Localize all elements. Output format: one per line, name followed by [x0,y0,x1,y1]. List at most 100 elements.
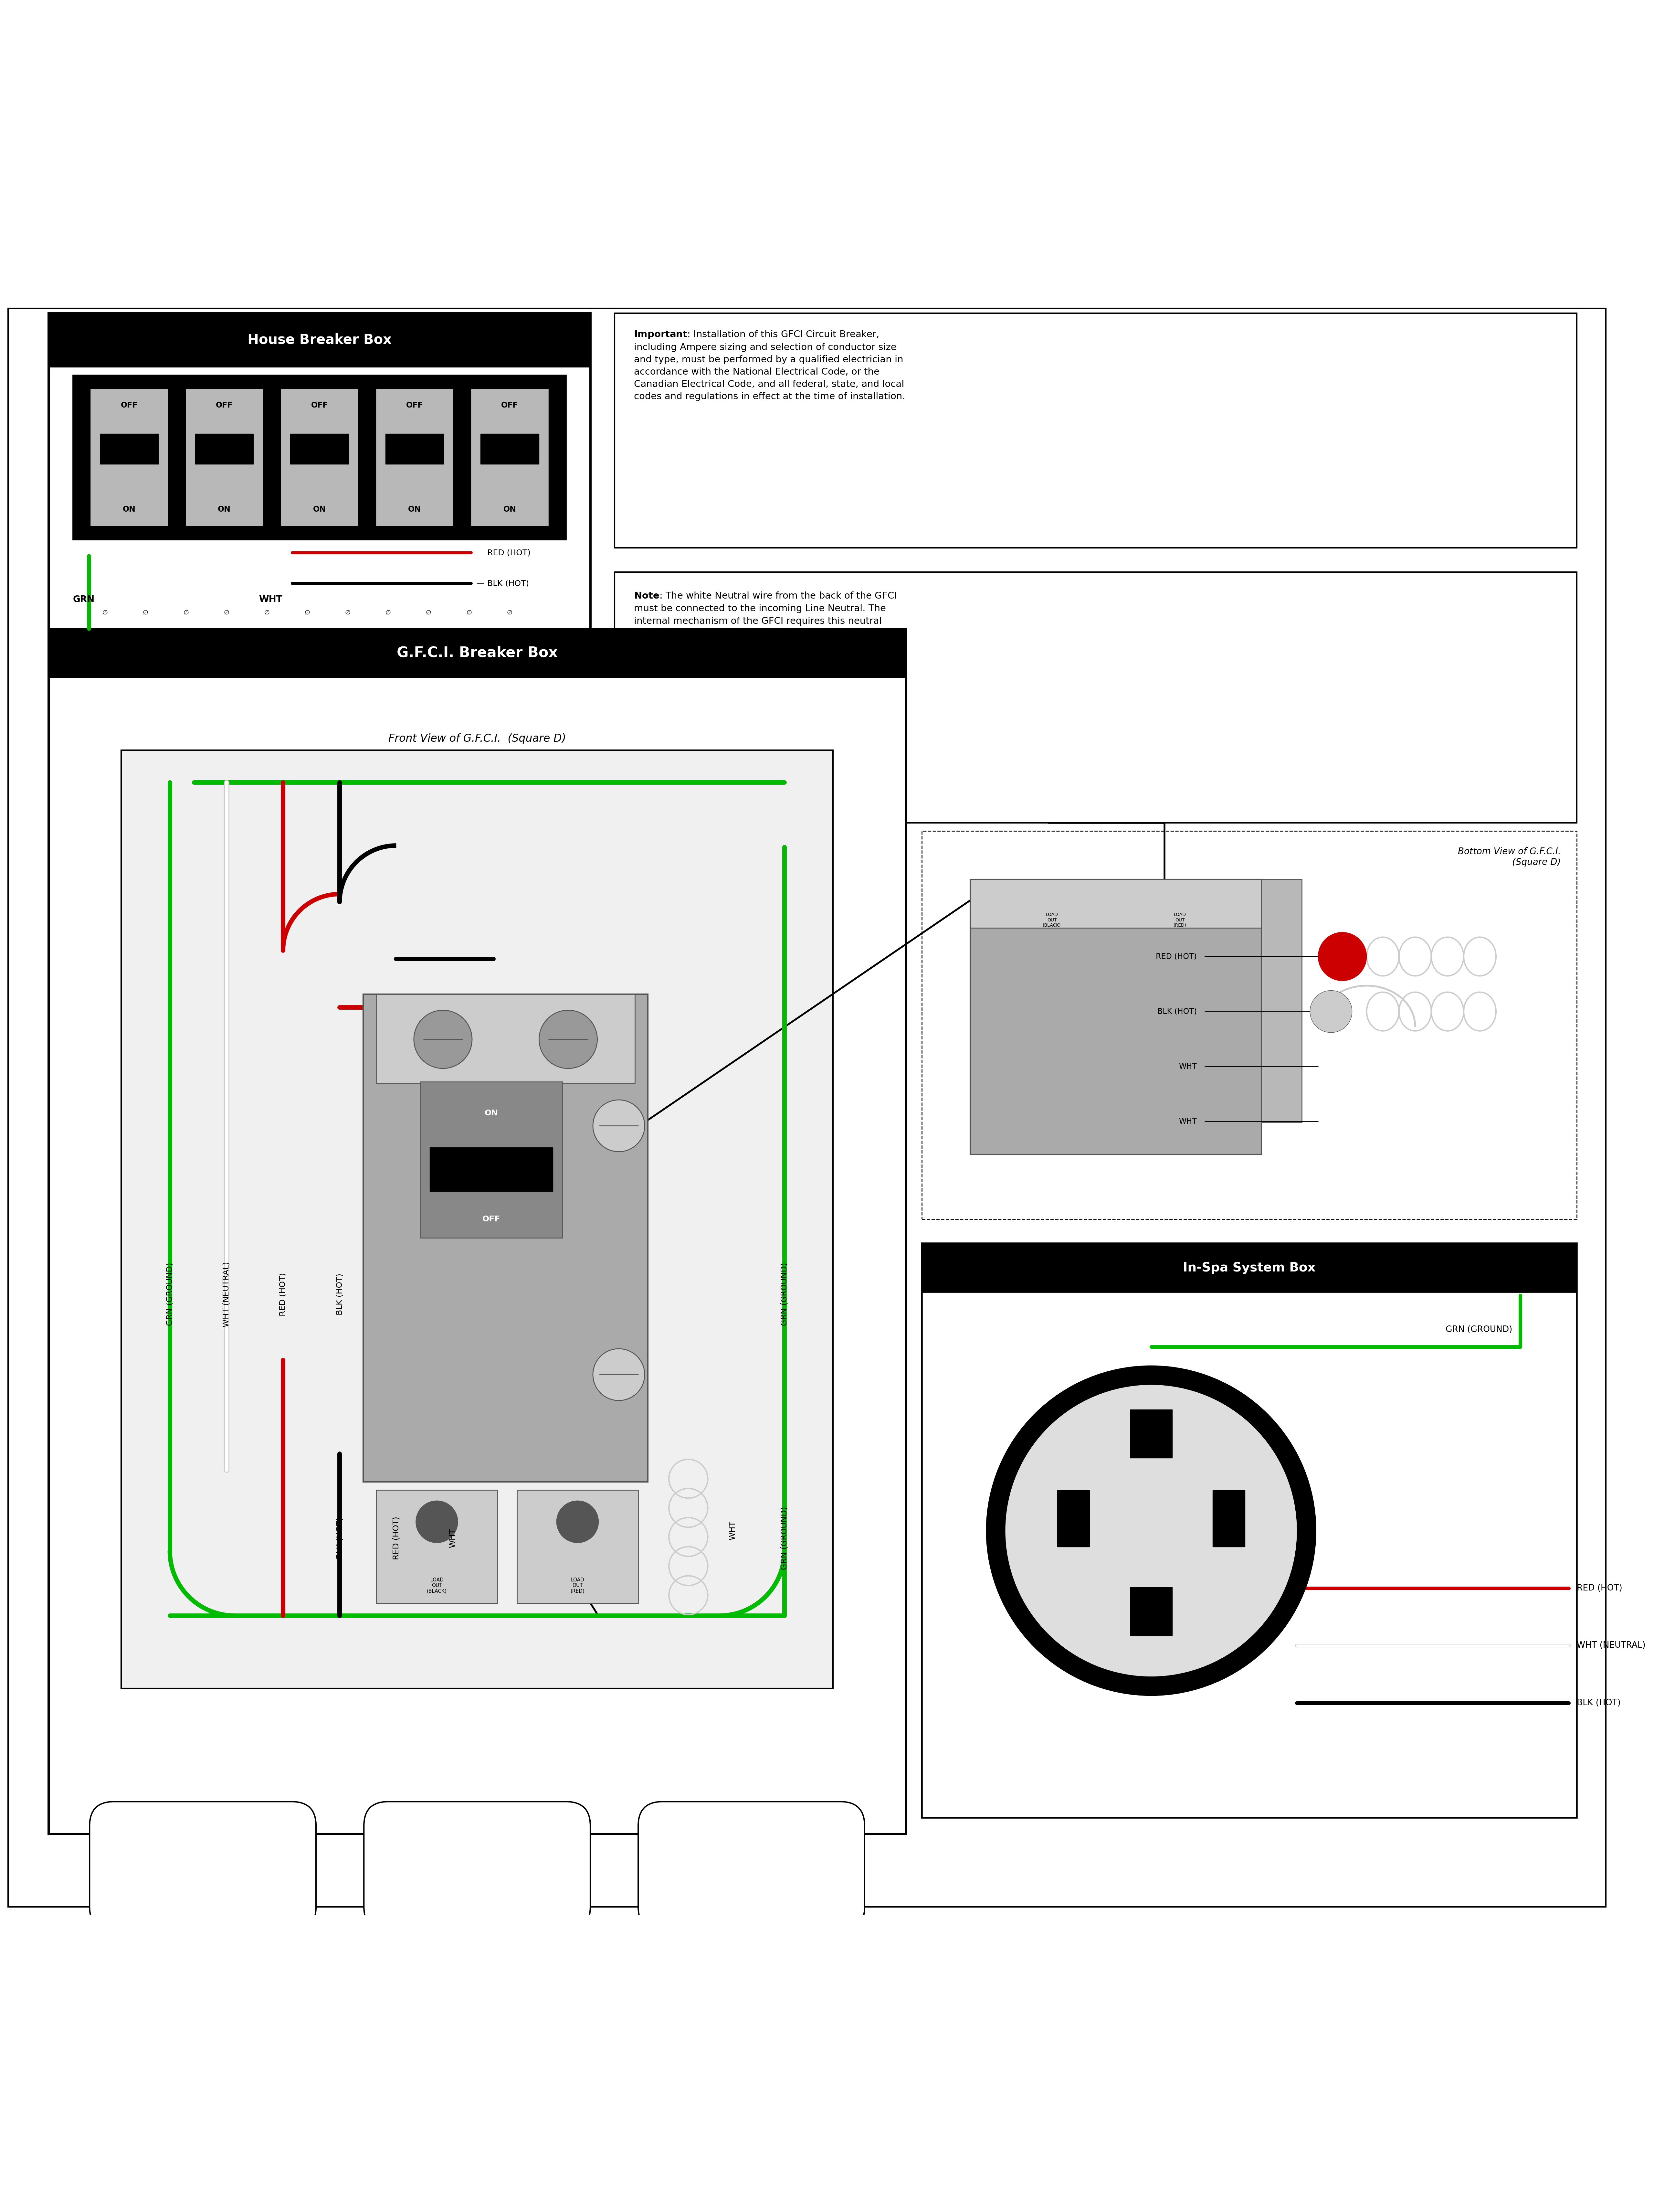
Bar [185,389,263,526]
Text: — RED (HOT): — RED (HOT) [476,549,531,557]
Bar [385,434,443,465]
Circle shape [1310,991,1351,1033]
Text: WHT: WHT [729,1522,736,1540]
Bar [375,993,635,1084]
Text: ∅: ∅ [346,611,351,615]
Text: RED (HOT): RED (HOT) [1156,953,1197,960]
Text: GRN (GROUND): GRN (GROUND) [1446,1325,1512,1334]
Bar [921,1243,1576,1292]
Text: ON: ON [503,504,516,513]
Text: WHT: WHT [1179,1062,1197,1071]
Bar [48,314,590,367]
Bar [471,389,549,526]
Text: LOAD
OUT
(RED): LOAD OUT (RED) [1174,914,1186,927]
Text: OFF: OFF [311,400,327,409]
Bar [518,1491,638,1604]
Bar [48,628,906,1834]
Text: Bottom View of G.F.C.I.
        (Square D): Bottom View of G.F.C.I. (Square D) [1457,847,1561,867]
Text: OFF: OFF [407,400,423,409]
Text: ∅: ∅ [466,611,471,615]
Text: House Breaker Box: House Breaker Box [248,334,392,347]
Text: WHT: WHT [448,1528,457,1548]
Text: WHT: WHT [1179,1117,1197,1126]
Bar [430,1148,552,1192]
Text: GRN (GROUND): GRN (GROUND) [781,1506,789,1571]
Bar [420,1082,562,1239]
Text: RED (HOT): RED (HOT) [280,1272,286,1316]
Text: $\bf{Note}$: The white Neutral wire from the back of the GFCI
must be connected : $\bf{Note}$: The white Neutral wire from… [633,591,896,639]
Text: BLK (HOT): BLK (HOT) [1576,1699,1621,1708]
Bar [1057,1491,1090,1546]
Bar [73,374,566,540]
Circle shape [415,1500,458,1542]
Text: OFF: OFF [215,400,233,409]
Bar [1262,880,1302,1121]
Text: LOAD
OUT
(BLACK): LOAD OUT (BLACK) [1042,914,1062,927]
FancyBboxPatch shape [638,1801,865,1931]
Circle shape [539,1011,597,1068]
Text: WHT (NEUTRAL): WHT (NEUTRAL) [1576,1641,1646,1650]
Text: BLK (HOT): BLK (HOT) [336,1517,344,1559]
Text: ∅: ∅ [506,611,513,615]
Text: ∅: ∅ [223,611,230,615]
Text: RED (HOT): RED (HOT) [392,1517,400,1559]
Bar [364,993,648,1482]
Text: ON: ON [409,504,422,513]
Bar [91,389,169,526]
Text: RED (HOT): RED (HOT) [1576,1584,1623,1593]
Text: ON: ON [485,1108,498,1117]
Text: WHT: WHT [258,595,283,604]
Text: — BLK (HOT): — BLK (HOT) [476,580,529,588]
Bar [615,314,1576,549]
Text: OFF: OFF [501,400,518,409]
Text: WHT (NEUTRAL): WHT (NEUTRAL) [223,1261,230,1327]
Bar [481,434,539,465]
Bar [121,750,834,1688]
Circle shape [556,1500,599,1542]
Text: G.F.C.I. Breaker Box: G.F.C.I. Breaker Box [397,646,557,659]
Text: ON: ON [313,504,326,513]
Text: ∅: ∅ [425,611,432,615]
Bar [99,434,159,465]
Text: ON: ON [122,504,136,513]
Circle shape [1006,1385,1297,1677]
Text: GRN (GROUND): GRN (GROUND) [781,1263,789,1325]
Text: LOAD
OUT
(RED): LOAD OUT (RED) [571,1577,584,1593]
Bar [48,314,590,628]
Text: LOAD
OUT
(BLACK): LOAD OUT (BLACK) [427,1577,447,1593]
Text: GRN: GRN [73,595,94,604]
Text: ∅: ∅ [103,611,108,615]
Bar [971,880,1262,929]
Bar [615,573,1576,823]
Text: Front View of G.F.C.I.  (Square D): Front View of G.F.C.I. (Square D) [389,734,566,743]
Bar [921,1243,1576,1818]
Text: ON: ON [218,504,230,513]
Circle shape [986,1365,1317,1697]
Bar [1130,1409,1173,1458]
Text: In-Spa System Box: In-Spa System Box [1183,1261,1315,1274]
Bar [375,389,453,526]
FancyBboxPatch shape [364,1801,590,1931]
Bar [971,880,1262,1155]
Text: ∅: ∅ [142,611,149,615]
Text: ∅: ∅ [304,611,309,615]
Text: GRN (GROUND): GRN (GROUND) [165,1263,174,1325]
Text: BLK (HOT): BLK (HOT) [1158,1009,1197,1015]
Bar [921,832,1576,1219]
Bar [375,1491,498,1604]
Circle shape [413,1011,471,1068]
Text: BLK (HOT): BLK (HOT) [336,1274,344,1316]
Text: ∅: ∅ [265,611,270,615]
Circle shape [592,1099,645,1152]
Bar [48,628,906,677]
Text: $\bf{Important}$: Installation of this GFCI Circuit Breaker,
including Ampere si: $\bf{Important}$: Installation of this G… [633,330,905,400]
Text: OFF: OFF [121,400,137,409]
Bar [195,434,253,465]
Circle shape [592,1349,645,1400]
Circle shape [1318,931,1366,980]
FancyBboxPatch shape [89,1801,316,1931]
Bar [281,389,359,526]
Text: OFF: OFF [483,1214,500,1223]
Bar [1130,1588,1173,1637]
Text: ∅: ∅ [184,611,189,615]
